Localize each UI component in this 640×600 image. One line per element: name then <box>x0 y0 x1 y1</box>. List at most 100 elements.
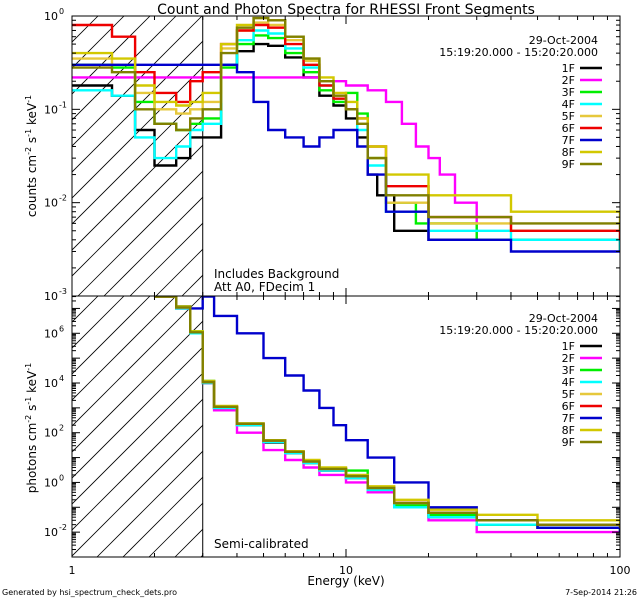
y-tick-label-exp: -2 <box>59 523 67 532</box>
y-tick-label: 10 <box>44 526 58 539</box>
hatch-region <box>72 296 204 557</box>
legend-label: 3F <box>562 86 575 99</box>
hatch-line <box>72 346 203 479</box>
y-axis-label-mid2: keV <box>25 102 39 129</box>
hatch-line <box>72 40 203 173</box>
y-tick-label-base: 10 <box>44 476 58 489</box>
legend-label: 7F <box>562 412 575 425</box>
x-tick-label: 100 <box>610 564 631 577</box>
x-tick-label: 10 <box>339 564 353 577</box>
hatch-line <box>72 16 203 147</box>
y-tick-label-base: 10 <box>44 103 58 116</box>
x-axis-label: Energy (keV) <box>307 574 384 588</box>
y-axis-label-exp3: -1 <box>24 95 33 103</box>
legend-label: 2F <box>562 352 575 365</box>
legend-label: 6F <box>562 400 575 413</box>
series-group <box>72 16 620 253</box>
y-tick-label: 10 <box>44 427 58 440</box>
annotation-line: Semi-calibrated <box>214 537 309 551</box>
y-tick-label-base: 10 <box>44 197 58 210</box>
y-tick-label: 10 <box>44 290 58 303</box>
y-axis-label-mid: s <box>25 405 39 415</box>
legend-label: 9F <box>562 158 575 171</box>
legend-label: 5F <box>562 388 575 401</box>
time-range-label: 15:19:20.000 - 15:20:20.000 <box>439 324 598 337</box>
y-axis-label: photons cm-2 s-1 keV-1 <box>24 363 39 494</box>
y-tick-label-base: 10 <box>44 327 58 340</box>
y-axis-label-mid2: keV <box>25 370 39 397</box>
hatch-line <box>72 296 203 427</box>
y-tick-label-exp: 6 <box>59 324 64 333</box>
hatch-line <box>200 554 203 557</box>
y-tick-label: 10 <box>44 10 58 23</box>
series-7F <box>72 63 620 253</box>
y-tick-label-exp: 0 <box>59 473 64 482</box>
hatch-line <box>122 476 203 557</box>
series-7F <box>154 296 620 533</box>
series-9F <box>154 296 620 528</box>
annotation-line: Att A0, FDecim 1 <box>214 280 315 294</box>
y-axis-label-exp1: -2 <box>24 415 33 423</box>
legend-label: 8F <box>562 424 575 437</box>
hatch-line <box>148 502 203 557</box>
hatch-line <box>72 16 151 95</box>
chart-title: Count and Photon Spectra for RHESSI Fron… <box>157 2 535 18</box>
y-tick-label: 10 <box>44 377 58 390</box>
hatch-lines <box>72 16 203 296</box>
x-tick-label: 1 <box>69 564 76 577</box>
legend-label: 7F <box>562 134 575 147</box>
axis-ticks <box>71 15 621 297</box>
y-axis-label-exp2: -1 <box>24 129 33 137</box>
legend-label: 1F <box>562 340 575 353</box>
legend-label: 9F <box>562 436 575 449</box>
hatch-line <box>72 144 203 277</box>
y-tick-label: 10 <box>44 103 58 116</box>
y-tick-label-exp: 2 <box>59 424 64 433</box>
legend-label: 5F <box>562 110 575 123</box>
hatch-line <box>72 66 203 199</box>
legend-label: 1F <box>562 62 575 75</box>
y-tick-label-base: 10 <box>44 10 58 23</box>
y-tick-label-base: 10 <box>44 290 58 303</box>
hatch-line <box>72 296 151 375</box>
hatch-line <box>129 222 203 296</box>
y-axis-label-main: photons cm <box>25 423 39 494</box>
hatch-line <box>72 424 203 557</box>
hatch-line <box>72 372 203 505</box>
series-group <box>154 296 620 534</box>
y-axis-label-mid: s <box>25 137 39 147</box>
hatch-line <box>72 16 125 69</box>
hatch-line <box>103 196 203 296</box>
y-axis-label-exp1: -2 <box>24 147 33 155</box>
legend-label: 8F <box>562 146 575 159</box>
y-tick-label-exp: -2 <box>59 194 67 203</box>
hatch-lines <box>72 296 203 557</box>
y-tick-label-base: 10 <box>44 526 58 539</box>
footer-generated: Generated by hsi_spectrum_check_dets.pro <box>2 588 177 597</box>
y-tick-label-base: 10 <box>44 377 58 390</box>
hatch-line <box>77 170 203 296</box>
y-tick-label-base: 10 <box>44 427 58 440</box>
y-tick-label: 10 <box>44 327 58 340</box>
x-tick-labels: 1 10 100 <box>69 564 631 577</box>
series-9F <box>72 16 620 231</box>
hatch-line <box>72 16 177 121</box>
hatch-line <box>72 398 203 531</box>
annotation-line: Includes Background <box>214 267 339 281</box>
legend-label: 6F <box>562 122 575 135</box>
hatch-line <box>72 320 203 453</box>
time-range-label: 15:19:20.000 - 15:20:20.000 <box>439 46 598 59</box>
hatch-line <box>72 92 203 225</box>
y-tick-label-exp: -3 <box>59 287 67 296</box>
hatch-line <box>181 274 203 296</box>
hatch-region <box>72 16 204 296</box>
hatch-line <box>174 528 203 557</box>
y-tick-label-exp: 4 <box>59 374 64 383</box>
